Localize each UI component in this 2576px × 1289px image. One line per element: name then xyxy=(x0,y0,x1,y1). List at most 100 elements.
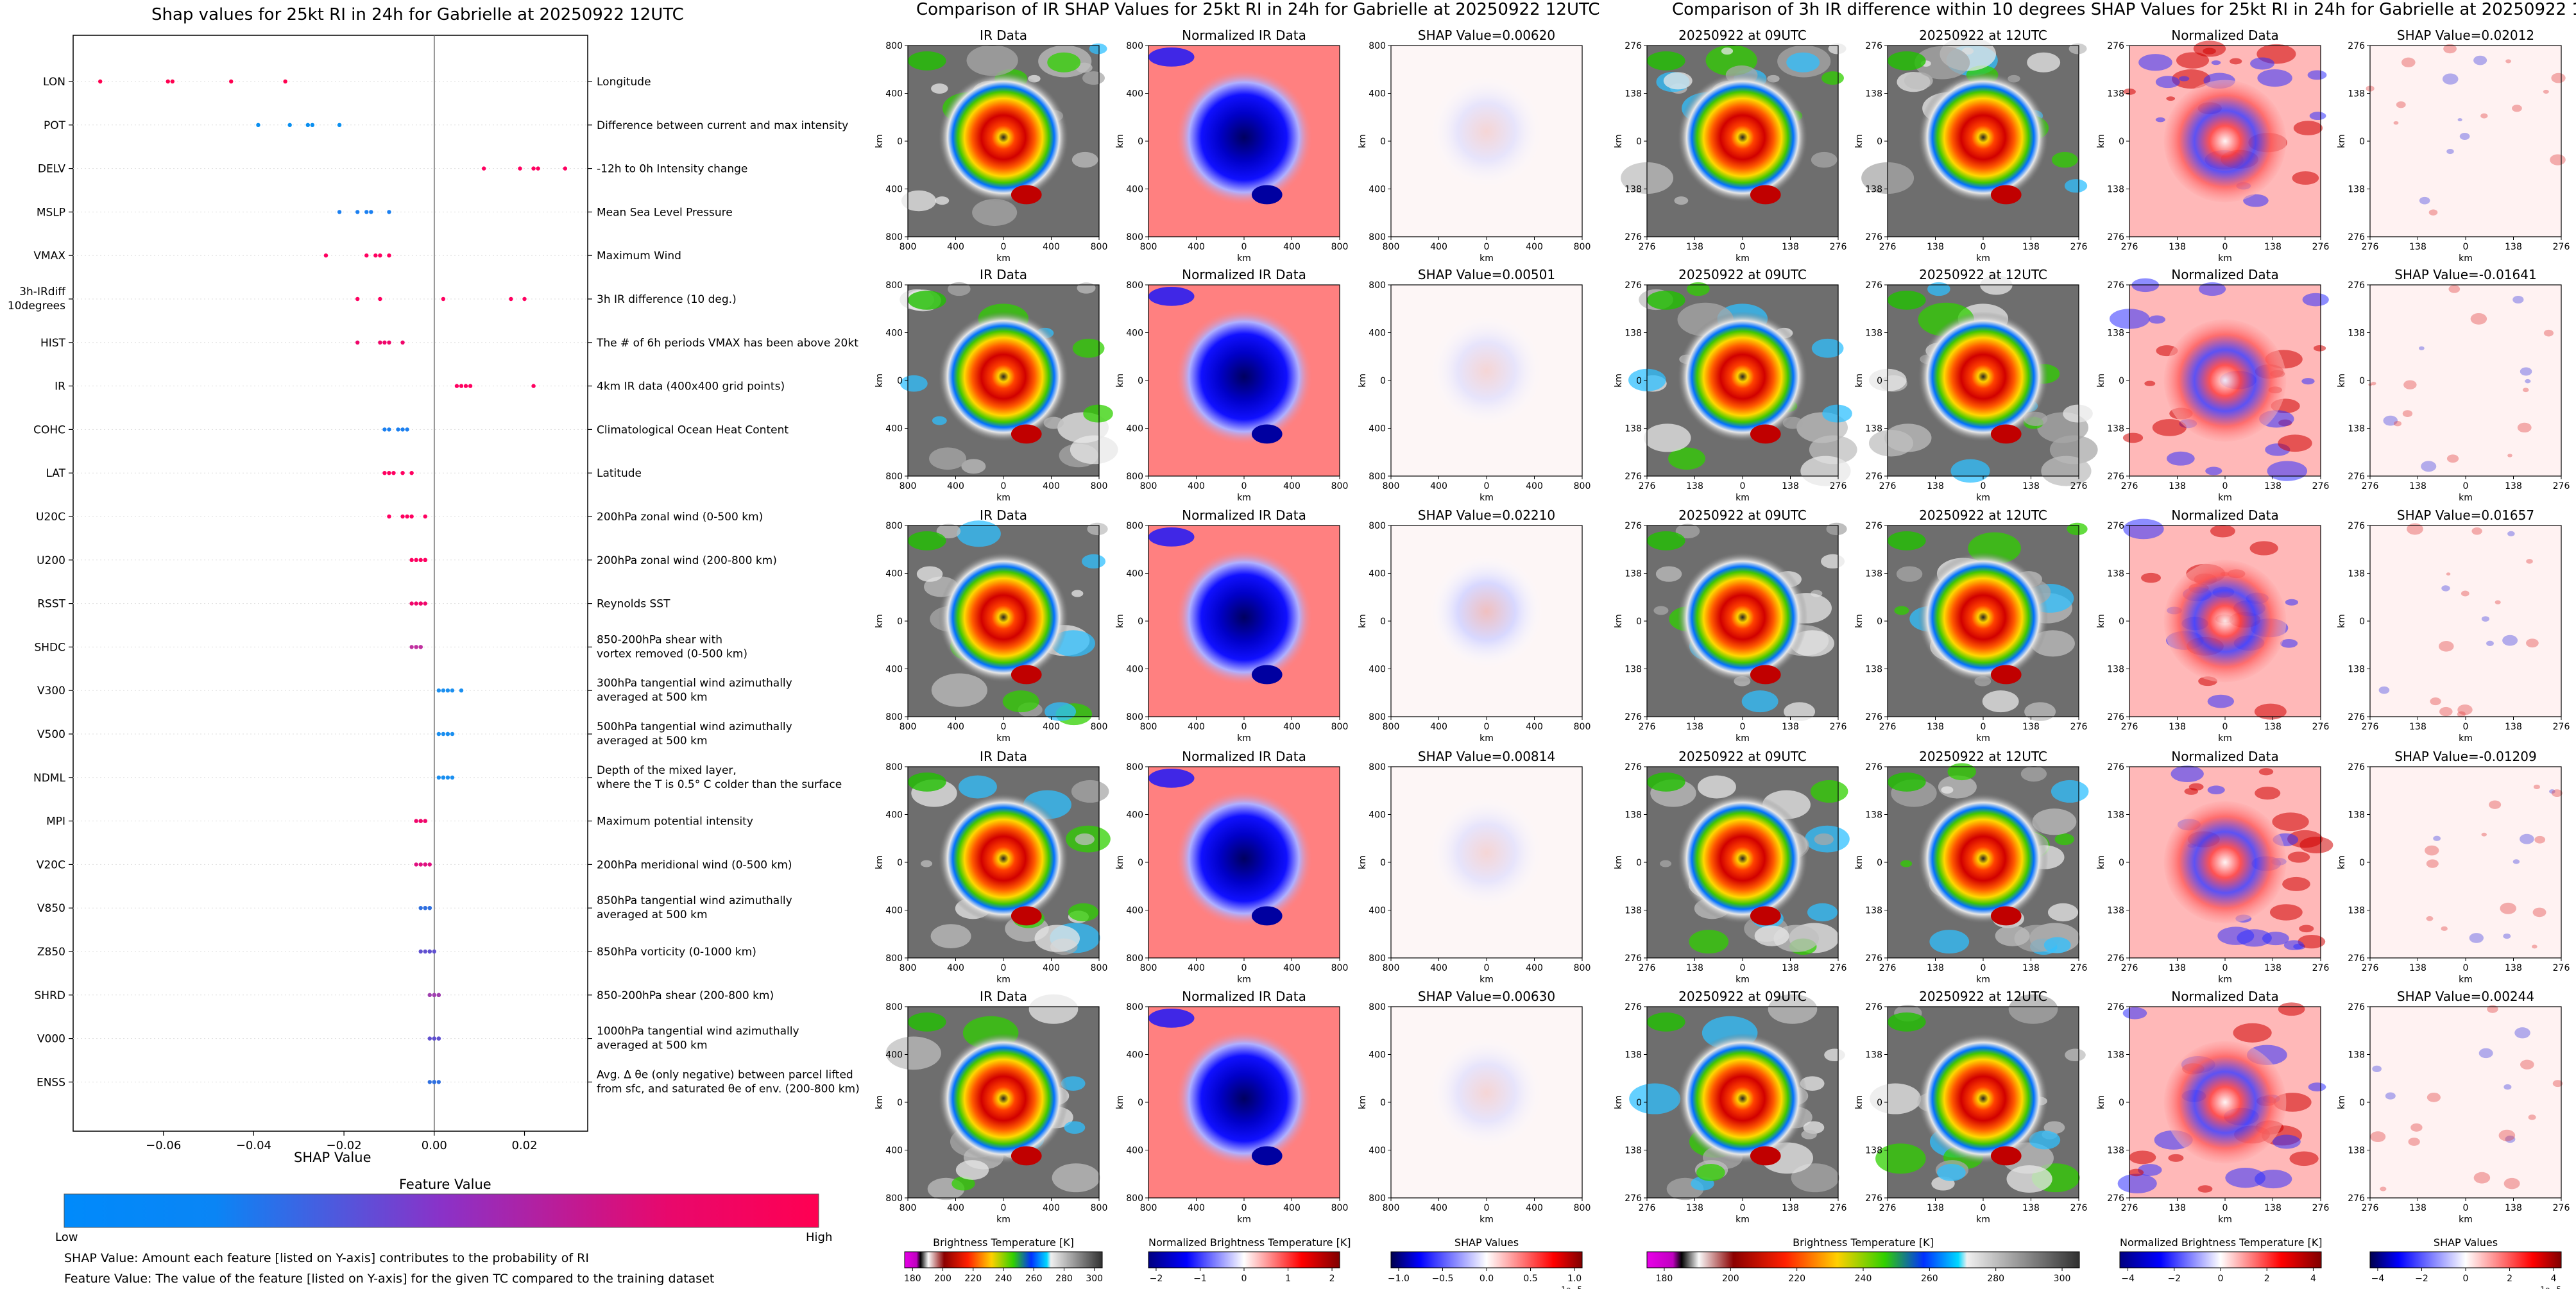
panel-x-tick-label: 0 xyxy=(1981,722,1986,732)
ir-brightness-colorbar-tick-label: 280 xyxy=(1055,1274,1073,1284)
diff-shap-colorbar-tick-label: 4 xyxy=(2551,1274,2557,1284)
panel-x-tick-label: 0 xyxy=(1981,481,1986,491)
diff-brightness-colorbar-tick-label: 240 xyxy=(1855,1274,1872,1284)
diffshap-speckle xyxy=(2525,379,2531,384)
diffshap-speckle xyxy=(2543,329,2554,337)
shap-point xyxy=(427,1080,432,1084)
panel-y-axis-label: km xyxy=(1854,855,1864,869)
ir-corner-cloud xyxy=(1647,531,1685,551)
ir-cloud-blob xyxy=(1826,522,1847,536)
panel-x-tick-label: 138 xyxy=(2264,963,2282,973)
feature-code-label: V300 xyxy=(37,685,65,697)
panel-x-tick-label: 276 xyxy=(2312,481,2330,491)
diff-12utc-panel-title: 20250922 at 12UTC xyxy=(1919,28,2047,43)
panel-y-tick-label: 0 xyxy=(1877,858,1882,868)
shap-storm-pattern xyxy=(1429,554,1544,669)
ir-cloud-blob xyxy=(1791,1163,1839,1193)
shap-point xyxy=(450,775,455,780)
ir-rainband xyxy=(1750,185,1781,205)
panel-x-tick-label: 276 xyxy=(2553,242,2570,252)
diff-normalized-colorbar-tick-label: 0 xyxy=(2218,1274,2224,1284)
shap-point xyxy=(423,819,427,823)
diff-09utc-panel-title: 20250922 at 09UTC xyxy=(1678,749,1807,764)
ir-shap-panel-title: SHAP Value=0.00620 xyxy=(1417,28,1556,43)
panel-y-axis-label: km xyxy=(874,1095,885,1109)
normdiff-streak xyxy=(2307,70,2327,80)
panel-x-tick-label: 138 xyxy=(1927,722,1944,732)
diffshap-speckle xyxy=(2489,800,2502,809)
feature-code-label: V000 xyxy=(37,1033,65,1046)
panel-y-tick-label: 138 xyxy=(2348,810,2365,821)
norm-rainband xyxy=(1251,185,1283,205)
ir-corner-cloud xyxy=(1647,1012,1685,1032)
diffshap-speckle xyxy=(2393,420,2402,427)
panel-y-tick-label: 0 xyxy=(2359,1098,2365,1108)
panel-y-axis-label: km xyxy=(1115,134,1125,148)
shap-point xyxy=(387,471,391,475)
panel-x-tick-label: 276 xyxy=(2553,481,2570,491)
panel-y-tick-label: 276 xyxy=(1865,521,1882,531)
norm-corner-cloud xyxy=(1148,47,1195,67)
diffshap-speckle xyxy=(2481,832,2487,837)
ir-cloud-blob xyxy=(1089,43,1107,55)
panel-y-tick-label: 138 xyxy=(2348,424,2365,434)
shap-storm-pattern xyxy=(1429,313,1544,429)
ir-cloud-blob xyxy=(1653,606,1669,615)
panel-x-tick-label: 800 xyxy=(900,722,917,732)
diff-normalized-panel-title: Normalized Data xyxy=(2171,508,2279,523)
panel-y-tick-label: 800 xyxy=(1369,762,1386,773)
ir-corner-cloud xyxy=(908,290,946,310)
feature-description-line2: averaged at 500 km xyxy=(597,1039,708,1052)
panel-x-tick-label: 800 xyxy=(1331,481,1349,491)
panel-x-tick-label: 276 xyxy=(2312,242,2330,252)
ir-brightness-colorbar xyxy=(905,1252,1102,1268)
diffshap-speckle xyxy=(2372,1065,2382,1072)
panel-x-tick-label: 138 xyxy=(2505,1203,2522,1213)
ir-cloud-blob xyxy=(1754,925,1789,946)
diff-shap-panel-title: SHAP Value=0.02012 xyxy=(2396,28,2535,43)
diffshap-speckle xyxy=(2380,1186,2387,1191)
panel-x-tick-label: 0 xyxy=(1241,481,1247,491)
normdiff-streak xyxy=(2129,1150,2156,1165)
panel-x-tick-label: 138 xyxy=(1686,722,1703,732)
panel-y-tick-label: 400 xyxy=(1369,1050,1386,1061)
ir-cloud-blob xyxy=(1047,52,1081,73)
ir-cloud-blob xyxy=(901,190,937,212)
shap-point xyxy=(400,471,405,475)
ir-storm-core xyxy=(1918,552,2049,683)
panel-y-tick-label: 276 xyxy=(2107,521,2124,531)
panel-y-tick-label: 276 xyxy=(2348,1193,2365,1204)
panel-x-tick-label: 800 xyxy=(1140,963,1157,973)
panel-x-axis-label: km xyxy=(2459,253,2473,264)
ir-corner-cloud xyxy=(1888,531,1926,551)
shap-point xyxy=(409,601,414,606)
panel-y-tick-label: 276 xyxy=(2107,712,2124,722)
normdiff-streak xyxy=(2313,345,2326,352)
diffshap-speckle xyxy=(2446,572,2451,576)
shap-point xyxy=(531,384,536,388)
ir-cloud-blob xyxy=(1828,43,1847,55)
panel-y-axis-label: km xyxy=(1358,614,1368,628)
panel-y-tick-label: 400 xyxy=(1369,569,1386,579)
shap-point xyxy=(418,601,423,606)
panel-y-tick-label: 276 xyxy=(1865,712,1882,722)
ir-cloud-blob xyxy=(1072,338,1105,358)
ir-cloud-blob xyxy=(936,524,961,539)
shap-point xyxy=(310,123,315,127)
feature-description: 500hPa tangential wind azimuthally xyxy=(597,721,792,733)
ir-corner-cloud xyxy=(1888,1012,1926,1032)
panel-y-tick-label: 138 xyxy=(1625,329,1642,339)
panel-x-tick-label: 138 xyxy=(2409,481,2427,491)
ir-cloud-blob xyxy=(929,447,967,470)
panel-x-tick-label: 400 xyxy=(1526,963,1543,973)
panel-x-tick-label: 800 xyxy=(1140,722,1157,732)
panel-x-tick-label: 138 xyxy=(2505,481,2522,491)
panel-x-tick-label: 800 xyxy=(1091,1203,1108,1213)
diffshap-speckle xyxy=(2528,1114,2536,1120)
normdiff-streak xyxy=(2207,694,2235,708)
panel-y-tick-label: 400 xyxy=(1126,810,1143,821)
panel-x-tick-label: 400 xyxy=(1430,1203,1447,1213)
diffshap-speckle xyxy=(2520,367,2532,376)
panel-y-tick-label: 800 xyxy=(885,762,903,773)
ir-cloud-blob xyxy=(1070,435,1118,465)
